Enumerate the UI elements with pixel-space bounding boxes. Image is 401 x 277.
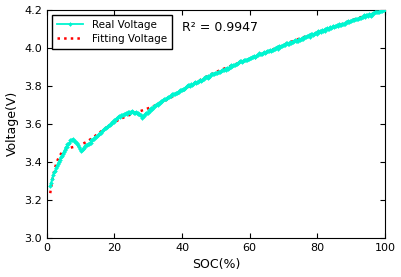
Real Voltage <box>137 112 142 116</box>
Y-axis label: Voltage(V): Voltage(V) <box>6 91 18 157</box>
X-axis label: SOC(%): SOC(%) <box>192 258 240 271</box>
Line: Fitting Voltage: Fitting Voltage <box>50 9 385 193</box>
Fitting Voltage <box>378 10 383 13</box>
Fitting Voltage <box>226 65 231 68</box>
Real Voltage <box>202 75 207 79</box>
Fitting Voltage <box>368 13 373 16</box>
Real Voltage <box>226 66 231 70</box>
Fitting Voltage <box>137 110 142 113</box>
Fitting Voltage <box>383 7 387 10</box>
Line: Real Voltage: Real Voltage <box>49 8 386 187</box>
Legend: Real Voltage, Fitting Voltage: Real Voltage, Fitting Voltage <box>52 15 172 49</box>
Fitting Voltage <box>48 191 53 195</box>
Real Voltage <box>383 8 387 11</box>
Fitting Voltage <box>202 76 207 79</box>
Real Voltage <box>378 10 383 13</box>
Real Voltage <box>48 184 53 187</box>
Text: R² = 0.9947: R² = 0.9947 <box>182 21 258 34</box>
Real Voltage <box>245 58 250 61</box>
Fitting Voltage <box>245 58 250 61</box>
Real Voltage <box>368 14 373 17</box>
